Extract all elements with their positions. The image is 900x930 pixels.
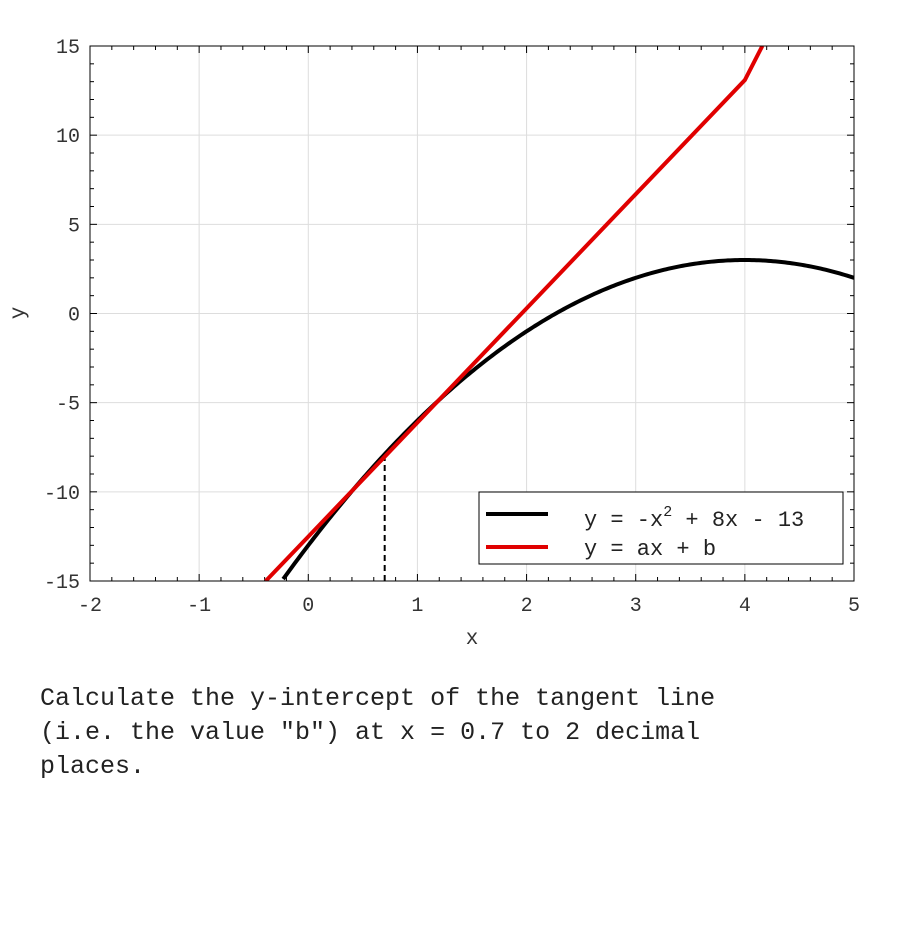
x-tick-label: 0 (302, 595, 314, 618)
x-tick-labels: -2 -1 0 1 2 3 4 5 (78, 595, 860, 618)
x-tick-label: -1 (187, 595, 211, 618)
y-tick-label: 10 (56, 126, 80, 149)
legend-label-parabola-rest: + 8x - 13 (672, 508, 804, 533)
y-tick-label: 15 (56, 37, 80, 60)
x-axis-label: x (466, 628, 479, 651)
plot-frame (89, 45, 855, 582)
x-tick-label: -2 (78, 595, 102, 618)
series-line-tangent (264, 46, 765, 581)
legend: y = -x2 + 8x - 13 y = ax + b (478, 491, 844, 565)
y-axis-label: y (8, 307, 31, 320)
y-tick-label: -5 (56, 394, 80, 417)
y-tick-labels: 15 10 5 0 -5 -10 -15 (44, 37, 80, 595)
x-tick-label: 5 (848, 595, 860, 618)
y-tick-label: 0 (68, 305, 80, 328)
x-tick-label: 3 (630, 595, 642, 618)
x-tick-label: 4 (739, 595, 751, 618)
y-tick-label: -10 (44, 483, 80, 506)
question-text: Calculate the y-intercept of the tangent… (40, 684, 716, 781)
legend-label-parabola-exponent: 2 (663, 504, 672, 521)
legend-label-parabola-main: y = -x (584, 508, 663, 533)
legend-label-parabola: y = -x2 + 8x - 13 (584, 504, 804, 533)
y-tick-label: 5 (68, 215, 80, 238)
minor-ticks (89, 45, 855, 582)
y-tick-label: -15 (44, 572, 80, 595)
legend-box (478, 491, 844, 565)
x-tick-label: 1 (411, 595, 423, 618)
legend-label-tangent: y = ax + b (584, 537, 716, 562)
x-tick-label: 2 (521, 595, 533, 618)
